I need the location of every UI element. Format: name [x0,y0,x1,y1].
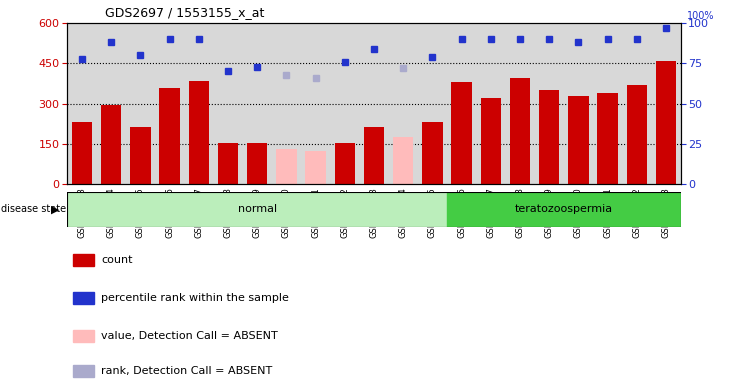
Bar [276,149,297,184]
Bar [564,23,593,184]
Text: 100%: 100% [687,12,714,22]
Bar [364,127,384,184]
Bar [652,23,681,184]
Bar [155,23,184,184]
Text: normal: normal [238,204,277,214]
Bar [656,61,676,184]
Bar [184,23,213,184]
Bar [359,23,389,184]
Bar [159,88,180,184]
Bar [451,82,472,184]
Bar [101,105,121,184]
Bar [73,254,94,266]
Bar [67,23,96,184]
Bar [305,151,326,184]
Bar [334,143,355,184]
Bar [506,23,535,184]
Bar [72,122,92,184]
Bar [126,23,155,184]
Bar [568,96,589,184]
Bar [73,365,94,377]
Bar [389,23,418,184]
Bar [301,23,330,184]
Bar [476,23,506,184]
Bar [188,81,209,184]
Bar [593,23,622,184]
Text: GDS2697 / 1553155_x_at: GDS2697 / 1553155_x_at [105,6,264,19]
Bar [539,90,560,184]
Bar [272,23,301,184]
Bar [622,23,652,184]
Bar [130,127,150,184]
Bar [393,137,414,184]
Bar [67,192,447,227]
Bar [247,143,267,184]
Text: rank, Detection Call = ABSENT: rank, Detection Call = ABSENT [101,366,272,376]
Text: percentile rank within the sample: percentile rank within the sample [101,293,289,303]
Bar [510,78,530,184]
Text: disease state: disease state [1,204,66,214]
Bar [96,23,126,184]
Text: count: count [101,255,132,265]
Bar [418,23,447,184]
Bar [627,85,647,184]
Bar [535,23,564,184]
Text: ▶: ▶ [52,204,60,214]
Bar [218,143,238,184]
Text: teratozoospermia: teratozoospermia [515,204,613,214]
Text: value, Detection Call = ABSENT: value, Detection Call = ABSENT [101,331,278,341]
Bar [213,23,242,184]
Bar [422,122,443,184]
Bar [447,23,476,184]
Bar [330,23,359,184]
Bar [242,23,272,184]
Bar [73,330,94,342]
Bar [73,292,94,304]
Bar [481,98,501,184]
Bar [598,93,618,184]
Bar [447,192,681,227]
